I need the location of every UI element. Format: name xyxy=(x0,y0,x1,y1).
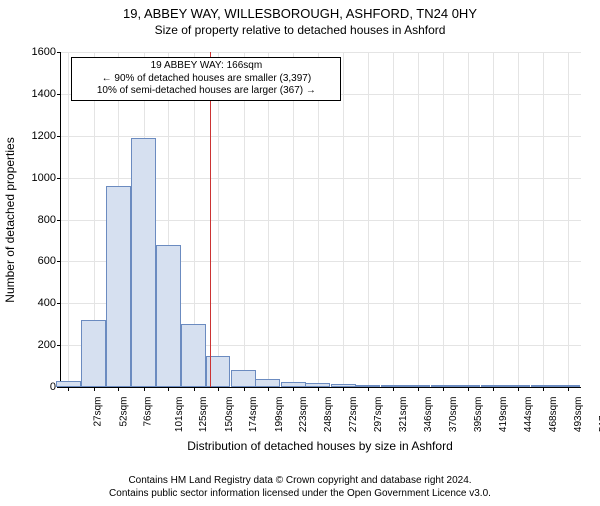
x-tick-label: 493sqm xyxy=(573,397,584,433)
gridline-v xyxy=(468,52,469,387)
annotation-line: ← 90% of detached houses are smaller (3,… xyxy=(76,73,336,86)
x-tick-label: 321sqm xyxy=(398,397,409,433)
histogram-bar xyxy=(505,385,530,387)
x-tick-label: 52sqm xyxy=(118,397,129,427)
gridline-v xyxy=(318,52,319,387)
gridline-v xyxy=(343,52,344,387)
x-tick-label: 297sqm xyxy=(374,397,385,433)
gridline-v xyxy=(268,52,269,387)
histogram-bar xyxy=(531,385,556,387)
y-tick-label: 1400 xyxy=(32,88,61,100)
x-tick-label: 419sqm xyxy=(498,397,509,433)
x-tick-label: 223sqm xyxy=(298,397,309,433)
y-tick-label: 1000 xyxy=(32,172,61,184)
histogram-bar xyxy=(231,370,256,387)
histogram-bar xyxy=(181,324,206,387)
annotation-line: 19 ABBEY WAY: 166sqm xyxy=(76,60,336,73)
x-tick-label: 248sqm xyxy=(324,397,335,433)
x-tick-label: 174sqm xyxy=(248,397,259,433)
x-tick-label: 125sqm xyxy=(198,397,209,433)
plot-area: 0200400600800100012001400160027sqm52sqm7… xyxy=(60,52,581,388)
histogram-bar xyxy=(156,245,181,387)
gridline-v xyxy=(493,52,494,387)
gridline-v xyxy=(293,52,294,387)
histogram-bar xyxy=(331,384,356,387)
histogram-bar xyxy=(81,320,106,387)
histogram-bar xyxy=(281,382,306,387)
gridline-v xyxy=(393,52,394,387)
histogram-bar xyxy=(431,385,456,387)
y-tick-label: 200 xyxy=(38,339,61,351)
x-tick-label: 272sqm xyxy=(348,397,359,433)
x-tick-label: 76sqm xyxy=(143,397,154,427)
gridline-v xyxy=(368,52,369,387)
chart-subtitle: Size of property relative to detached ho… xyxy=(0,23,600,37)
y-tick-label: 1200 xyxy=(32,130,61,142)
footer-line-2: Contains public sector information licen… xyxy=(0,487,600,500)
histogram-bar xyxy=(305,383,330,387)
histogram-bar xyxy=(255,379,280,387)
reference-line xyxy=(210,52,211,387)
histogram-bar xyxy=(381,385,406,387)
histogram-bar xyxy=(56,381,81,387)
gridline-v xyxy=(68,52,69,387)
y-tick-label: 800 xyxy=(38,214,61,226)
annotation-line: 10% of semi-detached houses are larger (… xyxy=(76,85,336,98)
gridline-v xyxy=(218,52,219,387)
gridline-v xyxy=(418,52,419,387)
y-tick-label: 1600 xyxy=(32,46,61,58)
gridline-v xyxy=(518,52,519,387)
chart-title: 19, ABBEY WAY, WILLESBOROUGH, ASHFORD, T… xyxy=(0,6,600,21)
gridline-v xyxy=(244,52,245,387)
y-tick-label: 400 xyxy=(38,297,61,309)
x-tick-label: 150sqm xyxy=(224,397,235,433)
x-tick-label: 199sqm xyxy=(274,397,285,433)
histogram-bar xyxy=(455,385,480,387)
gridline-v xyxy=(543,52,544,387)
x-tick-label: 444sqm xyxy=(523,397,534,433)
annotation-box: 19 ABBEY WAY: 166sqm← 90% of detached ho… xyxy=(71,57,341,101)
y-tick-label: 600 xyxy=(38,255,61,267)
gridline-v xyxy=(443,52,444,387)
histogram-bar xyxy=(131,138,156,387)
footer: Contains HM Land Registry data © Crown c… xyxy=(0,474,600,500)
x-tick-label: 370sqm xyxy=(448,397,459,433)
histogram-bar xyxy=(106,186,131,387)
x-tick-label: 346sqm xyxy=(423,397,434,433)
x-tick-label: 101sqm xyxy=(174,397,185,433)
x-tick-label: 395sqm xyxy=(473,397,484,433)
histogram-bar xyxy=(405,385,430,387)
gridline-h xyxy=(61,136,581,137)
gridline-h xyxy=(61,52,581,53)
footer-line-1: Contains HM Land Registry data © Crown c… xyxy=(0,474,600,487)
gridline-v xyxy=(568,52,569,387)
histogram-bar xyxy=(555,385,580,387)
x-tick-label: 27sqm xyxy=(93,397,104,427)
histogram-bar xyxy=(481,385,506,387)
x-tick-label: 468sqm xyxy=(548,397,559,433)
y-axis-label: Number of detached properties xyxy=(3,137,17,302)
histogram-bar xyxy=(355,385,380,388)
x-axis-label: Distribution of detached houses by size … xyxy=(187,439,453,453)
